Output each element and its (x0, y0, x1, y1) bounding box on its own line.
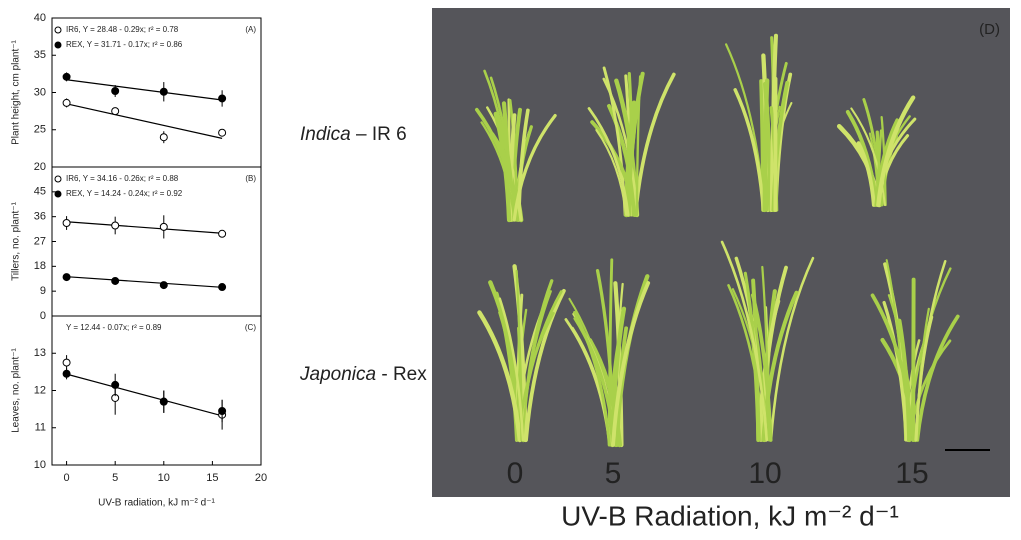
annotation: Y = 12.44 - 0.07x; r² = 0.89 (66, 323, 162, 332)
fit-line (67, 374, 223, 416)
dose-label: 0 (507, 457, 524, 490)
point (112, 88, 119, 95)
y-axis-label: Leaves, no. plant⁻¹ (11, 347, 22, 432)
panel-label: (B) (245, 174, 256, 183)
point (63, 99, 70, 106)
y-tick-label: 20 (34, 161, 46, 173)
dose-label: 10 (748, 457, 781, 490)
x-tick-label: 10 (158, 472, 170, 484)
y-tick-label: 18 (34, 260, 46, 272)
point (112, 381, 119, 388)
point (160, 223, 167, 230)
point (160, 282, 167, 289)
y-tick-label: 11 (35, 422, 46, 434)
legend-label: REX, Y = 14.24 - 0.24x; r² = 0.92 (66, 189, 183, 198)
cultivar: - Rex (376, 364, 427, 385)
leaf (765, 81, 768, 210)
legend-label: IR6, Y = 28.48 - 0.29x; r² = 0.78 (66, 25, 179, 34)
y-tick-label: 40 (34, 12, 46, 24)
point (63, 220, 70, 227)
group: Indica (300, 124, 351, 145)
point (219, 230, 226, 237)
fit-line (67, 104, 223, 139)
legend-label: REX, Y = 31.71 - 0.17x; r² = 0.86 (66, 40, 183, 49)
x-tick-label: 15 (206, 472, 218, 484)
y-axis-label: Tillers, no. plant⁻¹ (11, 201, 22, 280)
y-axis-label: Plant height, cm plant⁻¹ (11, 39, 22, 144)
point (112, 277, 119, 284)
legend-marker (55, 191, 61, 197)
x-axis-label: UV-B radiation, kJ m⁻² d⁻¹ (98, 498, 215, 509)
dose-label: 5 (605, 457, 622, 490)
leaf (628, 129, 629, 215)
legend-marker (55, 176, 61, 182)
panel-label: (C) (245, 323, 256, 332)
y-tick-label: 25 (34, 124, 46, 136)
cultivar: – IR 6 (351, 124, 407, 145)
dose-label: 15 (895, 457, 928, 490)
row-label: Indica – IR 6 (300, 124, 407, 145)
point (63, 359, 70, 366)
point (160, 398, 167, 405)
y-tick-label: 35 (34, 49, 46, 61)
fit-line (67, 277, 223, 288)
x-tick-label: 20 (255, 472, 267, 484)
x-tick-label: 0 (64, 472, 70, 484)
y-tick-label: 30 (34, 86, 46, 98)
plot-frame (52, 316, 261, 465)
y-tick-label: 27 (34, 235, 46, 247)
point (219, 284, 226, 291)
y-tick-label: 12 (34, 384, 46, 396)
legend-marker (55, 27, 61, 33)
y-tick-label: 45 (34, 186, 46, 198)
legend-marker (55, 42, 61, 48)
y-tick-label: 36 (34, 211, 46, 223)
y-tick-label: 0 (40, 310, 46, 322)
point (63, 370, 70, 377)
point (160, 88, 167, 95)
panel-label: (D) (979, 21, 1000, 38)
point (63, 274, 70, 281)
panel-label: (A) (245, 25, 256, 34)
point (112, 108, 119, 115)
point (219, 407, 226, 414)
y-tick-label: 13 (34, 347, 46, 359)
legend-label: IR6, Y = 34.16 - 0.26x; r² = 0.88 (66, 174, 179, 183)
y-tick-label: 10 (34, 459, 46, 471)
fit-line (67, 80, 223, 100)
group: Japonica (299, 364, 376, 385)
y-tick-label: 9 (40, 285, 46, 297)
point (160, 134, 167, 141)
point (63, 73, 70, 80)
photo-x-label: UV-B Radiation, kJ m⁻² d⁻¹ (561, 500, 899, 531)
row-label: Japonica - Rex (299, 364, 427, 385)
point (112, 222, 119, 229)
fit-line (67, 222, 223, 233)
point (219, 129, 226, 136)
point (219, 95, 226, 102)
x-tick-label: 5 (112, 472, 118, 484)
